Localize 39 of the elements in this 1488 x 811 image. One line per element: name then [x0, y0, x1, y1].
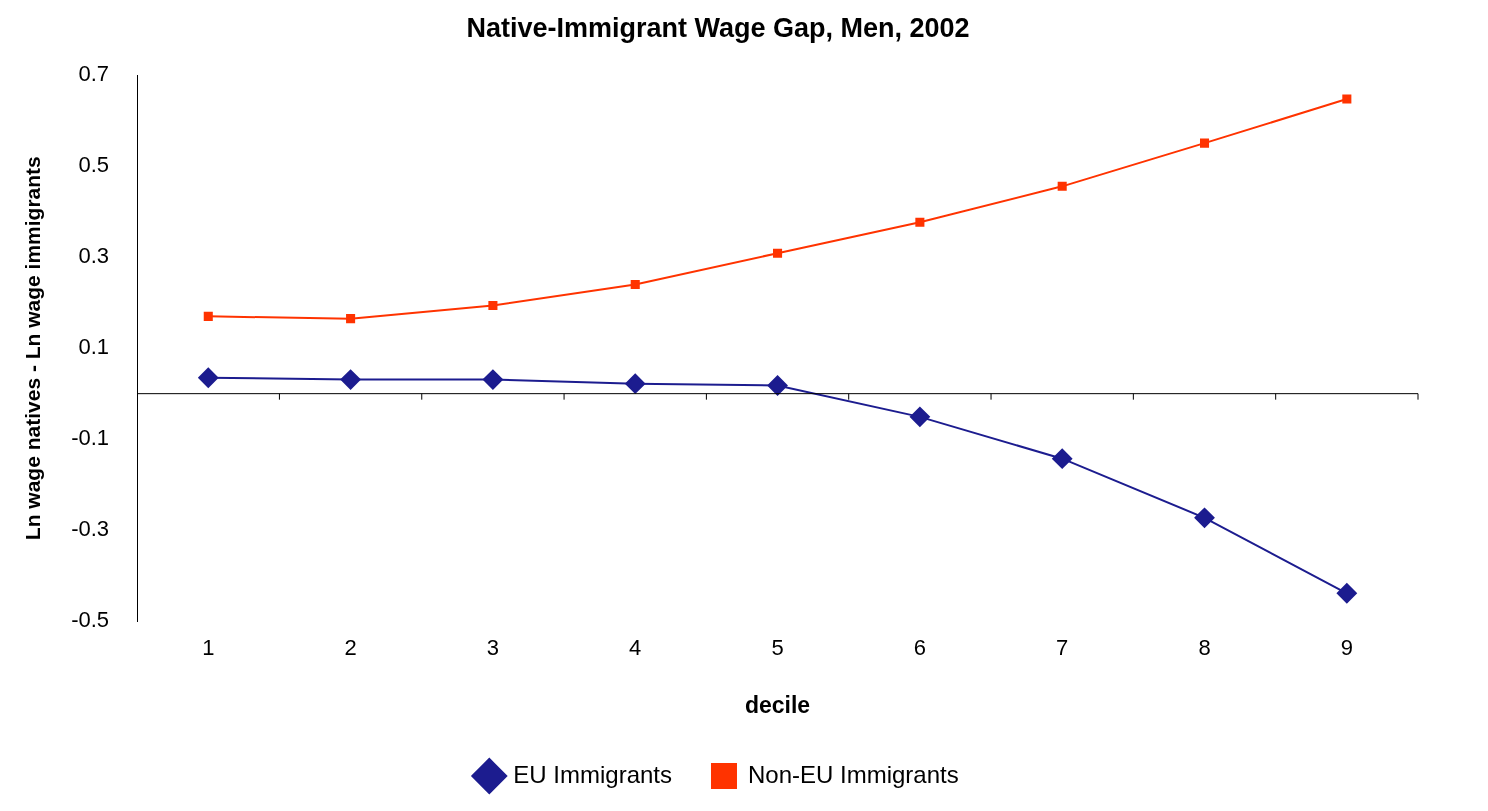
x-tick-label: 7 — [1056, 635, 1069, 661]
point — [203, 311, 213, 321]
point — [773, 248, 783, 258]
point — [909, 406, 930, 427]
x-tick-label: 3 — [486, 635, 500, 661]
point — [630, 280, 640, 290]
x-tick-label: 5 — [771, 635, 784, 661]
y-tick-label: 0.7 — [78, 61, 110, 87]
x-tick-label: 2 — [344, 635, 357, 661]
x-tick-label: 4 — [629, 635, 642, 661]
x-axis-title: decile — [744, 691, 811, 718]
point — [1342, 94, 1352, 104]
legend-label: Non-EU Immigrants — [747, 760, 959, 788]
point — [482, 369, 503, 390]
point — [1199, 138, 1210, 148]
y-axis-title: Ln wage natives - Ln wage immigrants — [21, 156, 45, 541]
point — [625, 373, 646, 394]
y-tick-label: 0.1 — [78, 334, 110, 360]
point — [1194, 507, 1215, 528]
y-tick-label: -0.1 — [71, 425, 110, 451]
x-tick-label: 9 — [1340, 635, 1353, 661]
point — [488, 300, 498, 310]
y-tick-label: -0.3 — [71, 516, 110, 542]
point — [1336, 583, 1357, 604]
point — [198, 367, 219, 388]
legend-label: EU Immigrants — [513, 760, 672, 788]
y-tick-label: 0.3 — [78, 243, 110, 269]
point — [767, 375, 788, 396]
x-tick-label: 8 — [1198, 635, 1211, 661]
x-tick-label: 1 — [202, 635, 215, 661]
point — [915, 217, 925, 227]
chart-title: Native-Immigrant Wage Gap, Men, 2002 — [466, 12, 970, 43]
point — [340, 369, 361, 390]
x-tick-label: 6 — [913, 635, 926, 661]
y-tick-label: 0.5 — [78, 152, 110, 178]
point — [1057, 181, 1067, 191]
point — [1052, 448, 1073, 469]
point — [346, 314, 356, 324]
y-tick-label: -0.5 — [71, 607, 110, 633]
